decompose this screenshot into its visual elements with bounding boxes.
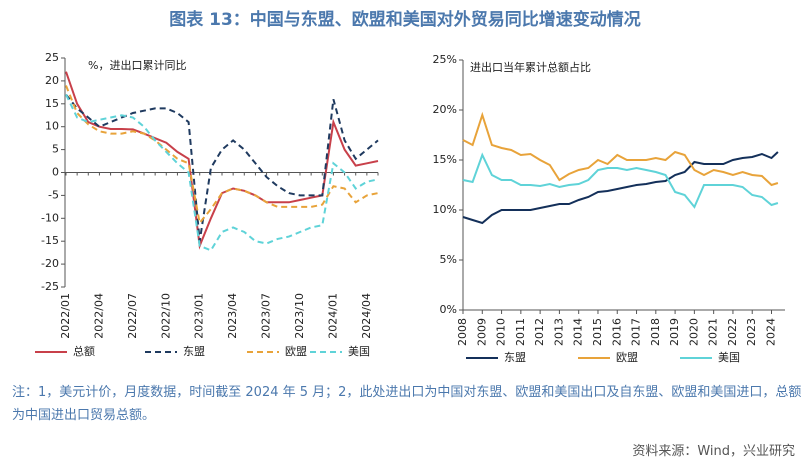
- legend-label: 东盟: [504, 351, 526, 364]
- x-tick-label: 2010: [495, 318, 508, 346]
- x-tick-label: 2022/01: [59, 293, 72, 339]
- x-tick-label: 2022/10: [159, 293, 172, 339]
- y-tick-label: 15%: [433, 153, 457, 166]
- series-line: [65, 85, 379, 226]
- x-tick-label: 2012: [533, 318, 546, 346]
- x-tick-label: 2024/01: [326, 293, 339, 339]
- y-tick-label: 20%: [433, 103, 457, 116]
- y-tick-label: 5: [52, 143, 59, 156]
- x-tick-label: 2009: [475, 318, 488, 346]
- y-tick-label: 0: [52, 166, 59, 179]
- y-tick-label: -15: [41, 234, 59, 247]
- x-tick-label: 2023: [745, 318, 758, 346]
- x-tick-label: 2023/07: [260, 293, 273, 339]
- y-tick-label: 10: [45, 120, 59, 133]
- x-tick-label: 2024/04: [360, 293, 373, 339]
- legend-label: 东盟: [183, 345, 205, 358]
- x-tick-label: 2020: [687, 318, 700, 346]
- y-tick-label: -5: [48, 188, 59, 201]
- x-tick-label: 2023/01: [193, 293, 206, 339]
- series-line: [462, 111, 779, 187]
- legend-label: 美国: [718, 351, 740, 364]
- series-line: [462, 151, 779, 225]
- x-tick-label: 2013: [552, 318, 565, 346]
- x-tick-label: 2022/04: [92, 293, 105, 339]
- y-tick-label: 0%: [440, 303, 457, 316]
- series-line: [65, 93, 379, 242]
- x-tick-label: 2017: [630, 318, 643, 346]
- x-tick-label: 2018: [649, 318, 662, 346]
- y-tick-label: 25: [45, 51, 59, 64]
- x-tick-label: 2008: [456, 318, 469, 346]
- legend-label: 美国: [348, 345, 370, 358]
- series-line: [462, 152, 779, 209]
- y-tick-label: 10%: [433, 203, 457, 216]
- legend-label: 欧盟: [616, 351, 638, 364]
- legend-label: 欧盟: [285, 345, 307, 358]
- x-tick-label: 2011: [514, 318, 527, 346]
- y-tick-label: -25: [41, 280, 59, 293]
- x-tick-label: 2014: [572, 318, 585, 346]
- x-tick-label: 2016: [610, 318, 623, 346]
- x-tick-label: 2022: [726, 318, 739, 346]
- y-tick-label: 25%: [433, 53, 457, 66]
- y-tick-label: 20: [45, 74, 59, 87]
- page-title: 图表 13：中国与东盟、欧盟和美国对外贸易同比增速变动情况: [169, 9, 641, 30]
- x-tick-label: 2022/07: [126, 293, 139, 339]
- source: 资料来源：Wind，兴业研究: [632, 444, 795, 459]
- x-tick-label: 2015: [591, 318, 604, 346]
- y-tick-label: 5%: [440, 253, 457, 266]
- x-tick-label: 2023/04: [226, 293, 239, 339]
- x-tick-label: 2023/10: [293, 293, 306, 339]
- note: 注：1，美元计价，月度数据，时间截至 2024 年 5 月；2，此处进出口为中国…: [12, 385, 802, 423]
- y-tick-label: 15: [45, 97, 59, 110]
- legend-label: 总额: [73, 344, 95, 358]
- y-tick-label: -10: [41, 211, 59, 224]
- series-line: [65, 71, 379, 250]
- x-tick-label: 2021: [707, 318, 720, 346]
- y-tick-label: -20: [41, 257, 59, 270]
- annotation: 进出口当年累计总额占比: [470, 60, 591, 74]
- annotation: %，进出口累计同比: [88, 58, 186, 72]
- x-tick-label: 2019: [668, 318, 681, 346]
- x-tick-label: 2024: [765, 318, 778, 346]
